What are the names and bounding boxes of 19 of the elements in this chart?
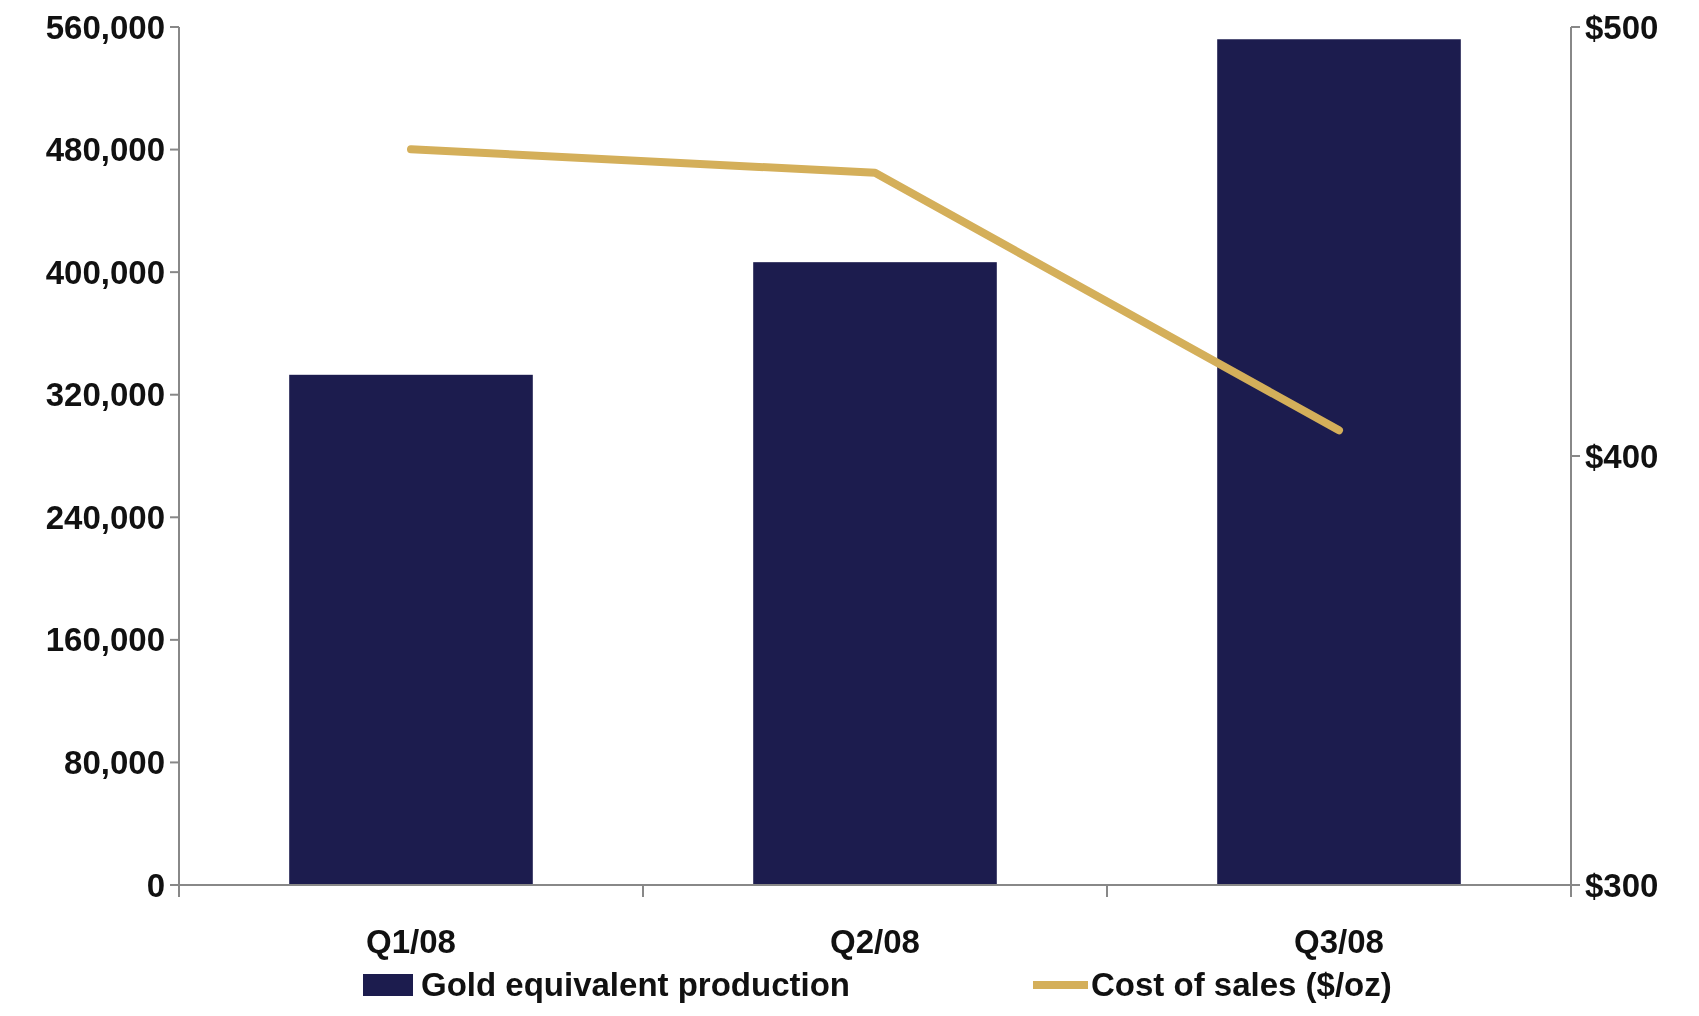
y-tick-label: 0 xyxy=(146,866,165,904)
y2-tick-label: $400 xyxy=(1585,437,1659,475)
legend-label: Cost of sales ($/oz) xyxy=(1091,966,1392,1003)
legend-label: Gold equivalent production xyxy=(421,966,850,1003)
y2-tick-label: $300 xyxy=(1585,866,1659,904)
y-tick-label: 320,000 xyxy=(45,376,165,414)
y-tick-label: 480,000 xyxy=(45,131,165,169)
y-tick-label: 80,000 xyxy=(64,743,165,781)
bar xyxy=(1217,39,1461,885)
y-tick-label: 560,000 xyxy=(45,8,165,46)
x-tick-label: Q3/08 xyxy=(1294,923,1384,960)
y-tick-label: 240,000 xyxy=(45,498,165,536)
bar xyxy=(289,374,533,885)
y2-tick-label: $500 xyxy=(1585,8,1659,46)
y-tick-label: 400,000 xyxy=(45,253,165,291)
x-tick-label: Q1/08 xyxy=(366,923,456,960)
bar xyxy=(753,262,997,885)
y-tick-label: 160,000 xyxy=(45,621,165,659)
x-tick-label: Q2/08 xyxy=(830,923,920,960)
